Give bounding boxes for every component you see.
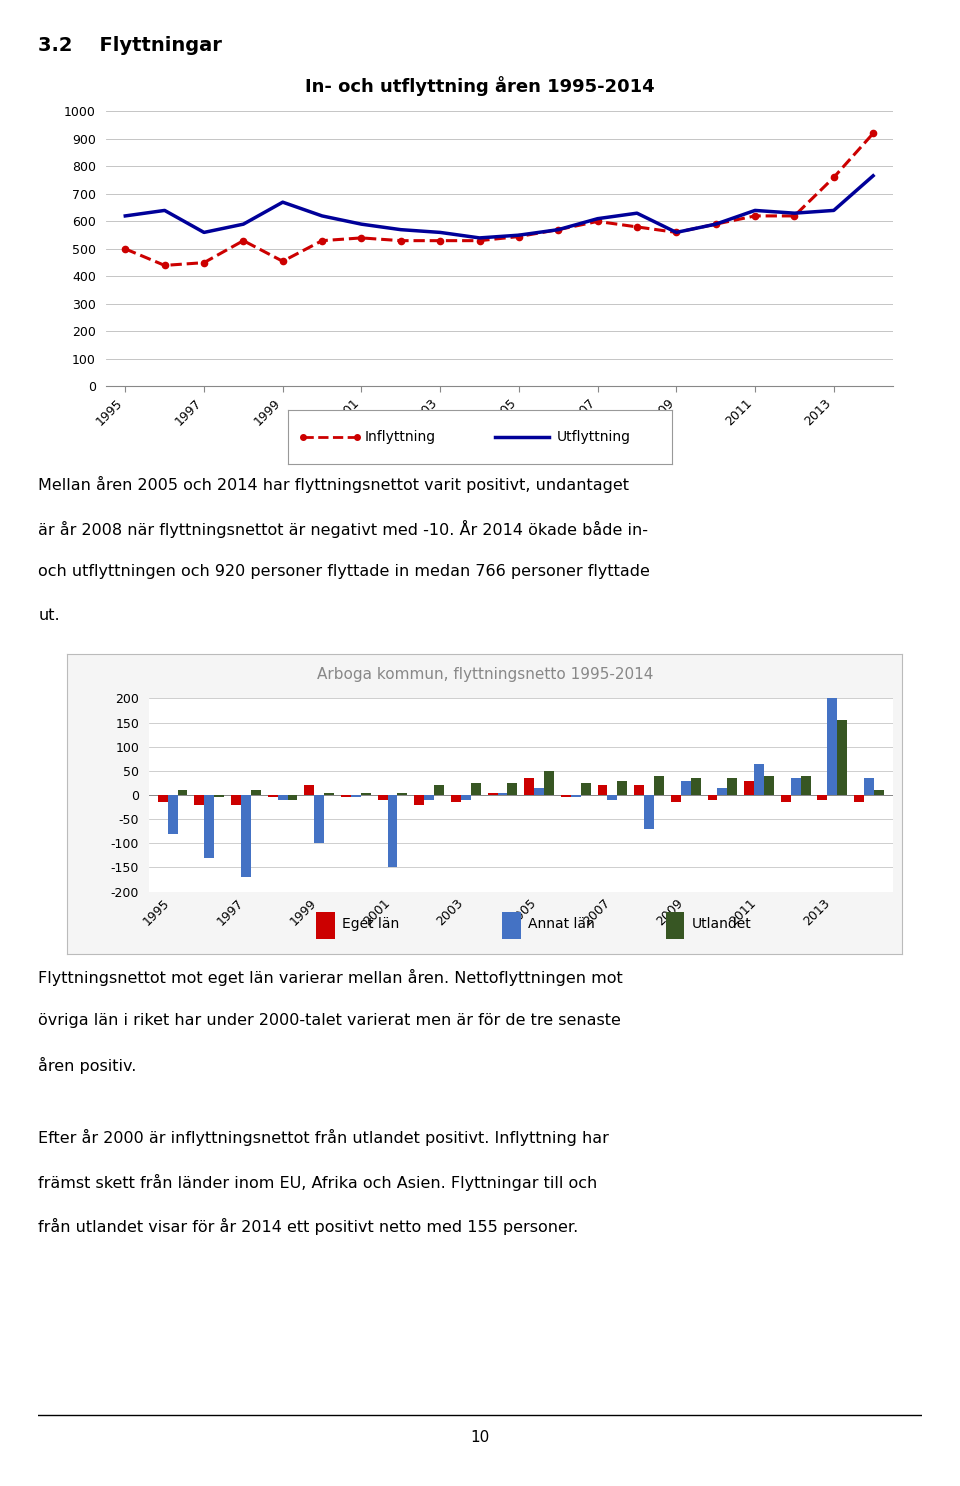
Bar bbox=[377, 795, 388, 799]
Bar bbox=[361, 792, 371, 795]
Text: 10: 10 bbox=[470, 1430, 490, 1446]
Text: Annat län: Annat län bbox=[528, 917, 595, 932]
Bar bbox=[617, 780, 627, 795]
Bar bbox=[654, 776, 664, 795]
Text: Mellan åren 2005 och 2014 har flyttningsnettot varit positivt, undantaget: Mellan åren 2005 och 2014 har flyttnings… bbox=[38, 476, 630, 492]
Text: övriga län i riket har under 2000-talet varierat men är för de tre senaste: övriga län i riket har under 2000-talet … bbox=[38, 1013, 621, 1028]
Bar bbox=[597, 785, 608, 795]
Bar bbox=[470, 783, 481, 795]
Text: främst skett från länder inom EU, Afrika och Asien. Flyttningar till och: främst skett från länder inom EU, Afrika… bbox=[38, 1174, 598, 1190]
Bar bbox=[874, 791, 884, 795]
Bar bbox=[488, 792, 497, 795]
Bar bbox=[561, 795, 571, 798]
Bar bbox=[818, 795, 828, 799]
Bar bbox=[214, 795, 224, 798]
Bar bbox=[324, 792, 334, 795]
Bar bbox=[828, 698, 837, 795]
Bar bbox=[571, 795, 581, 798]
Bar bbox=[544, 771, 554, 795]
Bar bbox=[608, 795, 617, 799]
Text: är år 2008 när flyttningsnettot är negativt med -10. År 2014 ökade både in-: är år 2008 när flyttningsnettot är negat… bbox=[38, 520, 648, 538]
Bar bbox=[195, 795, 204, 805]
Text: Efter år 2000 är inflyttningsnettot från utlandet positivt. Inflyttning har: Efter år 2000 är inflyttningsnettot från… bbox=[38, 1129, 610, 1146]
Bar bbox=[644, 795, 654, 829]
Bar bbox=[635, 785, 644, 795]
Bar bbox=[728, 779, 737, 795]
Bar bbox=[288, 795, 298, 799]
Bar bbox=[268, 795, 277, 798]
Text: In- och utflyttning åren 1995-2014: In- och utflyttning åren 1995-2014 bbox=[305, 76, 655, 97]
Bar bbox=[434, 785, 444, 795]
Bar bbox=[764, 776, 774, 795]
Bar bbox=[690, 779, 701, 795]
Text: Utflyttning: Utflyttning bbox=[557, 429, 631, 444]
Text: och utflyttningen och 920 personer flyttade in medan 766 personer flyttade: och utflyttningen och 920 personer flytt… bbox=[38, 563, 650, 578]
Bar bbox=[854, 795, 864, 802]
Bar bbox=[388, 795, 397, 868]
Bar bbox=[397, 792, 407, 795]
Bar bbox=[780, 795, 791, 802]
Bar bbox=[754, 764, 764, 795]
Bar bbox=[178, 791, 187, 795]
FancyBboxPatch shape bbox=[666, 912, 684, 939]
Bar bbox=[497, 792, 508, 795]
Text: åren positiv.: åren positiv. bbox=[38, 1057, 136, 1074]
Bar bbox=[251, 791, 261, 795]
Bar bbox=[508, 783, 517, 795]
Bar bbox=[231, 795, 241, 805]
Bar bbox=[168, 795, 178, 834]
Bar bbox=[837, 721, 847, 795]
Bar bbox=[671, 795, 681, 802]
Bar bbox=[451, 795, 461, 802]
Text: Arboga kommun, flyttningsnetto 1995-2014: Arboga kommun, flyttningsnetto 1995-2014 bbox=[317, 667, 653, 682]
FancyBboxPatch shape bbox=[316, 912, 335, 939]
Bar bbox=[157, 795, 168, 802]
Bar bbox=[717, 788, 728, 795]
Bar bbox=[581, 783, 590, 795]
FancyBboxPatch shape bbox=[502, 912, 520, 939]
Bar bbox=[204, 795, 214, 857]
Bar bbox=[341, 795, 351, 798]
Bar bbox=[534, 788, 544, 795]
Bar bbox=[415, 795, 424, 805]
Text: 3.2    Flyttningar: 3.2 Flyttningar bbox=[38, 36, 223, 55]
Bar bbox=[461, 795, 470, 799]
Bar bbox=[801, 776, 810, 795]
Bar bbox=[277, 795, 288, 799]
Bar bbox=[524, 779, 534, 795]
Text: Flyttningsnettot mot eget län varierar mellan åren. Nettoflyttningen mot: Flyttningsnettot mot eget län varierar m… bbox=[38, 969, 623, 985]
Bar bbox=[424, 795, 434, 799]
Bar bbox=[864, 779, 874, 795]
Text: Inflyttning: Inflyttning bbox=[365, 429, 436, 444]
Bar bbox=[708, 795, 717, 799]
Bar bbox=[744, 780, 754, 795]
Bar bbox=[681, 780, 690, 795]
Text: Utlandet: Utlandet bbox=[692, 917, 752, 932]
Bar bbox=[791, 779, 801, 795]
Text: från utlandet visar för år 2014 ett positivt netto med 155 personer.: från utlandet visar för år 2014 ett posi… bbox=[38, 1217, 579, 1235]
Bar bbox=[241, 795, 251, 877]
Text: Eget län: Eget län bbox=[342, 917, 399, 932]
Text: ut.: ut. bbox=[38, 608, 60, 623]
Bar bbox=[314, 795, 324, 844]
Bar bbox=[304, 785, 314, 795]
Bar bbox=[351, 795, 361, 798]
